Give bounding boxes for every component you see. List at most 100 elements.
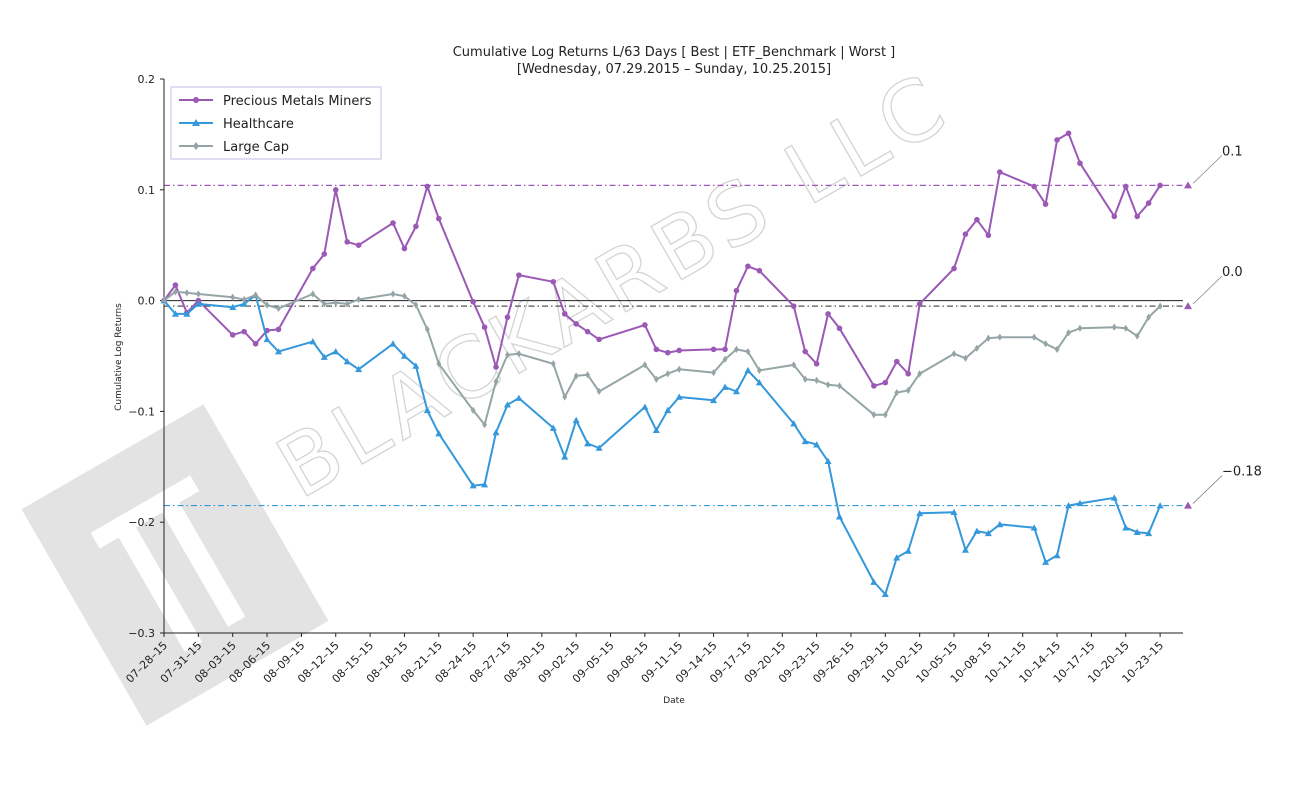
data-point [595, 444, 603, 451]
data-point [721, 383, 729, 390]
data-point [996, 520, 1004, 528]
data-point [161, 297, 167, 305]
data-point [951, 265, 957, 272]
data-point [814, 376, 820, 384]
data-point [515, 394, 523, 401]
data-point [893, 554, 901, 561]
data-point [734, 345, 739, 353]
data-point [871, 411, 877, 419]
data-point [435, 430, 443, 437]
data-point [229, 332, 236, 338]
data-point [974, 344, 980, 352]
data-point [320, 353, 328, 360]
annotation-label: 0.1 [1222, 144, 1243, 159]
x-axis-label: Date [663, 696, 685, 706]
data-point [584, 328, 591, 335]
data-point [722, 355, 728, 363]
data-point [641, 403, 649, 410]
annotation-leader [1192, 155, 1223, 184]
end-annotations: 0.1 0.0 −0.18 [1184, 144, 1262, 509]
y-tick-label: −0.1 [128, 405, 155, 418]
data-point [963, 354, 968, 362]
data-point [400, 352, 408, 359]
data-point [321, 251, 328, 257]
data-point [1030, 524, 1038, 531]
data-point [711, 369, 716, 377]
data-point [1065, 502, 1073, 509]
diamond-marker-icon [193, 142, 199, 150]
data-point [836, 513, 844, 520]
annotation-leader [1192, 275, 1223, 305]
data-point [390, 290, 396, 298]
data-point [195, 290, 201, 298]
data-point [1066, 329, 1071, 337]
data-point [745, 347, 751, 356]
data-point [837, 382, 842, 390]
data-point [917, 370, 923, 378]
data-point [424, 325, 430, 334]
data-point [481, 481, 489, 488]
data-point [985, 334, 991, 342]
data-point [894, 388, 900, 397]
data-point [1042, 201, 1049, 208]
data-point [732, 387, 740, 395]
data-point [253, 291, 258, 299]
data-point [241, 295, 247, 304]
data-point [240, 300, 248, 307]
data-point [675, 393, 683, 400]
data-point [424, 183, 431, 190]
y-tick-label: −0.2 [128, 516, 155, 529]
data-point [550, 278, 557, 285]
data-point [275, 326, 282, 333]
data-point [184, 289, 190, 297]
y-axis-label: Cumulative Log Returns [114, 303, 124, 411]
chart-subtitle: [Wednesday, 07.29.2015 – Sunday, 10.25.2… [517, 62, 831, 77]
y-tick-label: −0.3 [128, 627, 155, 640]
data-point [436, 360, 442, 368]
data-point [1123, 324, 1129, 332]
data-point [596, 336, 602, 343]
data-point [790, 420, 798, 427]
data-point [1133, 528, 1141, 535]
data-point [596, 387, 602, 396]
annotation-leader [1192, 475, 1223, 504]
data-point [790, 303, 797, 309]
data-point [916, 509, 924, 517]
data-point [664, 349, 671, 356]
data-point [722, 346, 728, 353]
y-tick-label: 0.0 [138, 295, 156, 308]
data-point [355, 365, 363, 373]
data-point [344, 300, 350, 308]
annotation-marker [1184, 302, 1192, 310]
data-point [950, 508, 958, 516]
data-point [813, 360, 820, 367]
data-point [1053, 551, 1061, 559]
data-point [676, 347, 683, 354]
data-point [1157, 302, 1163, 310]
data-point [561, 311, 568, 317]
data-point [1054, 137, 1060, 143]
data-point [310, 265, 316, 272]
data-point [173, 288, 178, 296]
data-point [310, 290, 316, 298]
data-point [355, 242, 362, 248]
data-point [642, 322, 648, 328]
data-point [561, 453, 569, 460]
chart-title: Cumulative Log Returns L/63 Days [ Best … [453, 45, 896, 60]
data-point [745, 263, 751, 270]
data-point [825, 381, 831, 389]
data-point [1111, 213, 1118, 220]
data-point [550, 360, 556, 368]
data-point [733, 287, 740, 294]
data-point [344, 239, 350, 245]
data-point [1145, 200, 1152, 206]
data-point [481, 324, 488, 330]
y-tick-label: 0.2 [138, 73, 156, 86]
data-point [1122, 524, 1130, 531]
data-point [172, 282, 179, 288]
data-point [744, 366, 752, 374]
data-point [1042, 558, 1050, 565]
data-point [962, 231, 969, 237]
data-point [229, 303, 237, 311]
data-point [390, 220, 396, 226]
